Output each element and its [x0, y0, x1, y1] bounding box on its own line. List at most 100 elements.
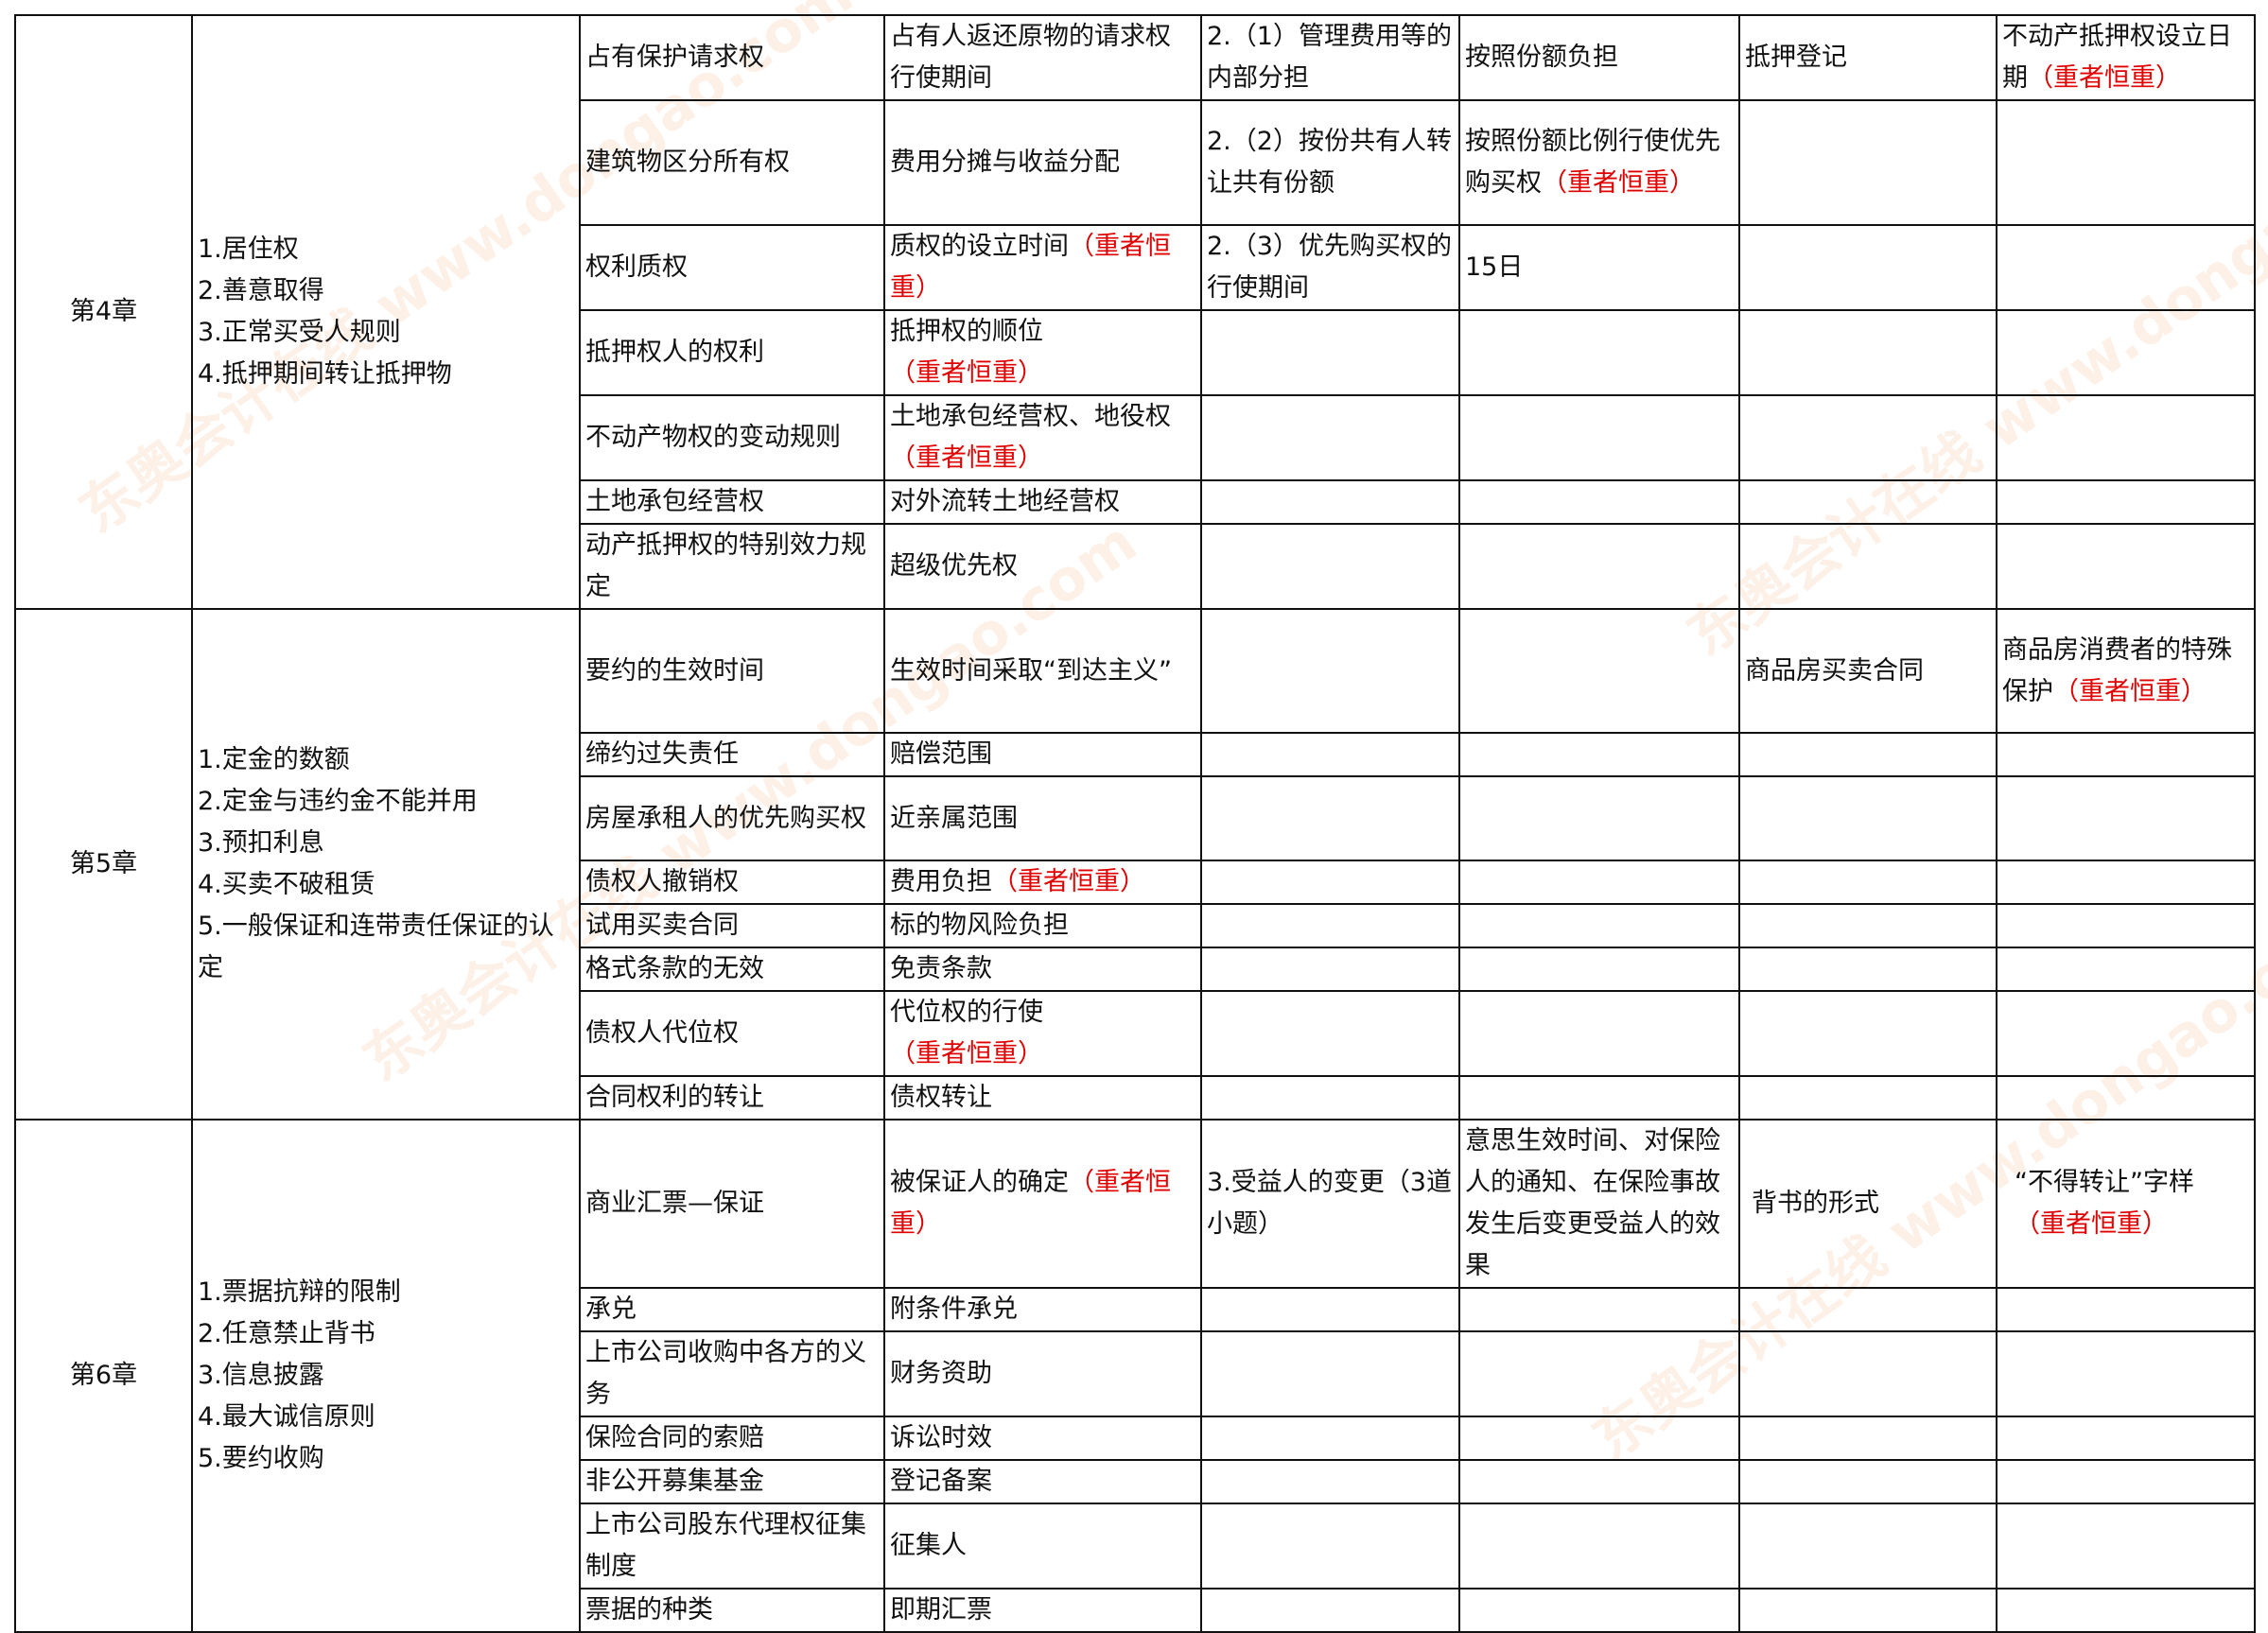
table-row: 土地承包经营权 对外流转土地经营权	[15, 479, 2256, 525]
topic-cell	[1458, 1416, 1740, 1461]
table-row: 保险合同的索赔 诉讼时效	[15, 1416, 2256, 1461]
key-point: 2.定金与违约金不能并用	[198, 787, 478, 816]
topic-cell	[1738, 947, 1998, 992]
topic-cell: 征集人	[883, 1503, 1202, 1590]
topic-cell	[1738, 479, 1998, 525]
topic-cell	[1738, 1459, 1998, 1504]
topic-cell	[1738, 309, 1998, 396]
topic-cell	[1200, 775, 1460, 861]
cell-text: 债权转让	[890, 1083, 992, 1112]
topic-cell	[1738, 224, 1998, 311]
topic-cell: 背书的形式	[1738, 1119, 1998, 1289]
topic-cell: 房屋承租人的优先购买权	[579, 775, 885, 861]
cell-text: 3.受益人的变更（3道小题）	[1207, 1168, 1452, 1239]
emphasis-tag: （重者恒重）	[890, 1168, 1171, 1239]
table-row: 房屋承租人的优先购买权 近亲属范围	[15, 775, 2256, 861]
cell-text: 非公开募集基金	[585, 1467, 764, 1496]
cell-text: 2.（1）管理费用等的内部分担	[1207, 22, 1452, 93]
table-row: 上市公司收购中各方的义务 财务资助	[15, 1330, 2256, 1417]
cell-text: 不动产抵押权设立日期	[2002, 22, 2232, 93]
topic-cell	[1996, 1588, 2256, 1633]
topic-cell	[1996, 1459, 2256, 1504]
topic-cell	[1738, 990, 1998, 1077]
topic-cell: 按照份额比例行使优先购买权（重者恒重）	[1458, 99, 1740, 226]
cell-text: 权利质权	[585, 252, 688, 282]
topic-cell: 2.（2）按份共有人转让共有份额	[1200, 99, 1460, 226]
topic-cell: 代位权的行使 （重者恒重）	[883, 990, 1202, 1077]
key-point: 1.居住权	[198, 235, 299, 264]
cell-text: 抵押权人的权利	[585, 338, 764, 367]
key-point: 4.买卖不破租赁	[198, 870, 375, 899]
topic-cell	[1738, 1330, 1998, 1417]
chapter-key-points: 1.居住权 2.善意取得 3.正常买受人规则 4.抵押期间转让抵押物	[191, 14, 581, 610]
emphasis-tag: （重者恒重）	[2015, 1209, 2168, 1239]
topic-cell: 债权人代位权	[579, 990, 885, 1077]
topic-cell	[1738, 1503, 1998, 1590]
topic-cell: 生效时间采取“到达主义”	[883, 608, 1202, 734]
topic-cell	[1458, 775, 1740, 861]
topic-cell: 抵押权的顺位 （重者恒重）	[883, 309, 1202, 396]
key-point: 5.一般保证和连带责任保证的认定	[198, 912, 554, 982]
topic-cell: 3.受益人的变更（3道小题）	[1200, 1119, 1460, 1289]
topic-cell: 意思生效时间、对保险人的通知、在保险事故发生后变更受益人的效果	[1458, 1119, 1740, 1289]
topic-cell: 上市公司收购中各方的义务	[579, 1330, 885, 1417]
topic-cell	[1738, 394, 1998, 481]
cell-text: 缔约过失责任	[585, 739, 739, 769]
table-row: 动产抵押权的特别效力规定 超级优先权	[15, 523, 2256, 610]
key-point: 4.最大诚信原则	[198, 1402, 375, 1432]
topic-cell: 权利质权	[579, 224, 885, 311]
key-point: 4.抵押期间转让抵押物	[198, 359, 452, 389]
topic-cell: 缔约过失责任	[579, 732, 885, 777]
topic-cell	[1458, 1287, 1740, 1332]
key-point: 3.预扣利息	[198, 828, 324, 858]
topic-cell	[1458, 1330, 1740, 1417]
chapter-name: 第4章	[14, 14, 193, 610]
table-row: 建筑物区分所有权 费用分摊与收益分配 2.（2）按份共有人转让共有份额 按照份额比例行…	[15, 99, 2256, 226]
table-row: 不动产物权的变动规则 土地承包经营权、地役权 （重者恒重）	[15, 394, 2256, 481]
topic-cell	[1458, 860, 1740, 905]
key-point: 3.正常买受人规则	[198, 318, 401, 347]
cell-text: 债权人撤销权	[585, 867, 739, 896]
topic-cell	[1200, 479, 1460, 525]
table-row: 第4章 1.居住权 2.善意取得 3.正常买受人规则 4.抵押期间转让抵押物 占有保护请求…	[14, 14, 2256, 610]
topic-cell	[1200, 903, 1460, 948]
topic-cell	[1996, 1503, 2256, 1590]
topic-cell: “不得转让”字样 （重者恒重）	[1996, 1119, 2256, 1289]
table-row: 试用买卖合同 标的物风险负担	[15, 903, 2256, 948]
chapter-key-points: 1.定金的数额 2.定金与违约金不能并用 3.预扣利息 4.买卖不破租赁 5.一般保证和…	[191, 608, 581, 1121]
cell-text: 试用买卖合同	[585, 911, 739, 940]
topic-cell	[1200, 1330, 1460, 1417]
cell-text: 财务资助	[890, 1359, 992, 1388]
cell-text: 不动产物权的变动规则	[585, 423, 841, 452]
table-row: 权利质权 质权的设立时间（重者恒重） 2.（3）优先购买权的行使期间 15日	[15, 224, 2256, 311]
topic-cell	[1458, 394, 1740, 481]
cell-text: 意思生效时间、对保险人的通知、在保险事故发生后变更受益人的效果	[1465, 1126, 1720, 1280]
topic-cell: 费用负担（重者恒重）	[883, 860, 1202, 905]
topic-cell	[1200, 309, 1460, 396]
cell-text: 抵押登记	[1745, 43, 1847, 72]
table-row: 非公开募集基金 登记备案	[15, 1459, 2256, 1504]
topic-cell	[1458, 947, 1740, 992]
topic-cell: 要约的生效时间	[579, 608, 885, 734]
cell-text: 赔偿范围	[890, 739, 992, 769]
cell-text: 征集人	[890, 1531, 967, 1560]
topic-cell: 格式条款的无效	[579, 947, 885, 992]
table-row: 缔约过失责任 赔偿范围	[15, 732, 2256, 777]
topic-cell	[1458, 479, 1740, 525]
chapter-key-points: 1.票据抗辩的限制 2.任意禁止背书 3.信息披露 4.最大诚信原则 5.要约收购	[191, 1119, 581, 1633]
topic-cell	[1996, 732, 2256, 777]
topic-cell	[1738, 903, 1998, 948]
topic-cell: 登记备案	[883, 1459, 1202, 1504]
topic-cell	[1738, 860, 1998, 905]
cell-text: 被保证人的确定	[890, 1168, 1069, 1197]
cell-text: 背书的形式	[1752, 1189, 1879, 1218]
table-row: 第6章 1.票据抗辩的限制 2.任意禁止背书 3.信息披露 4.最大诚信原则 5.要约收购…	[14, 1119, 2256, 1633]
topic-cell	[1996, 775, 2256, 861]
table-row: 第5章 1.定金的数额 2.定金与违约金不能并用 3.预扣利息 4.买卖不破租赁 5.一般…	[14, 608, 2256, 1121]
topic-cell: 免责条款	[883, 947, 1202, 992]
topic-cell	[1996, 903, 2256, 948]
topic-cell: 不动产物权的变动规则	[579, 394, 885, 481]
topic-cell	[1996, 1287, 2256, 1332]
topic-cell	[1458, 1459, 1740, 1504]
cell-text: 2.（3）优先购买权的行使期间	[1207, 232, 1452, 303]
